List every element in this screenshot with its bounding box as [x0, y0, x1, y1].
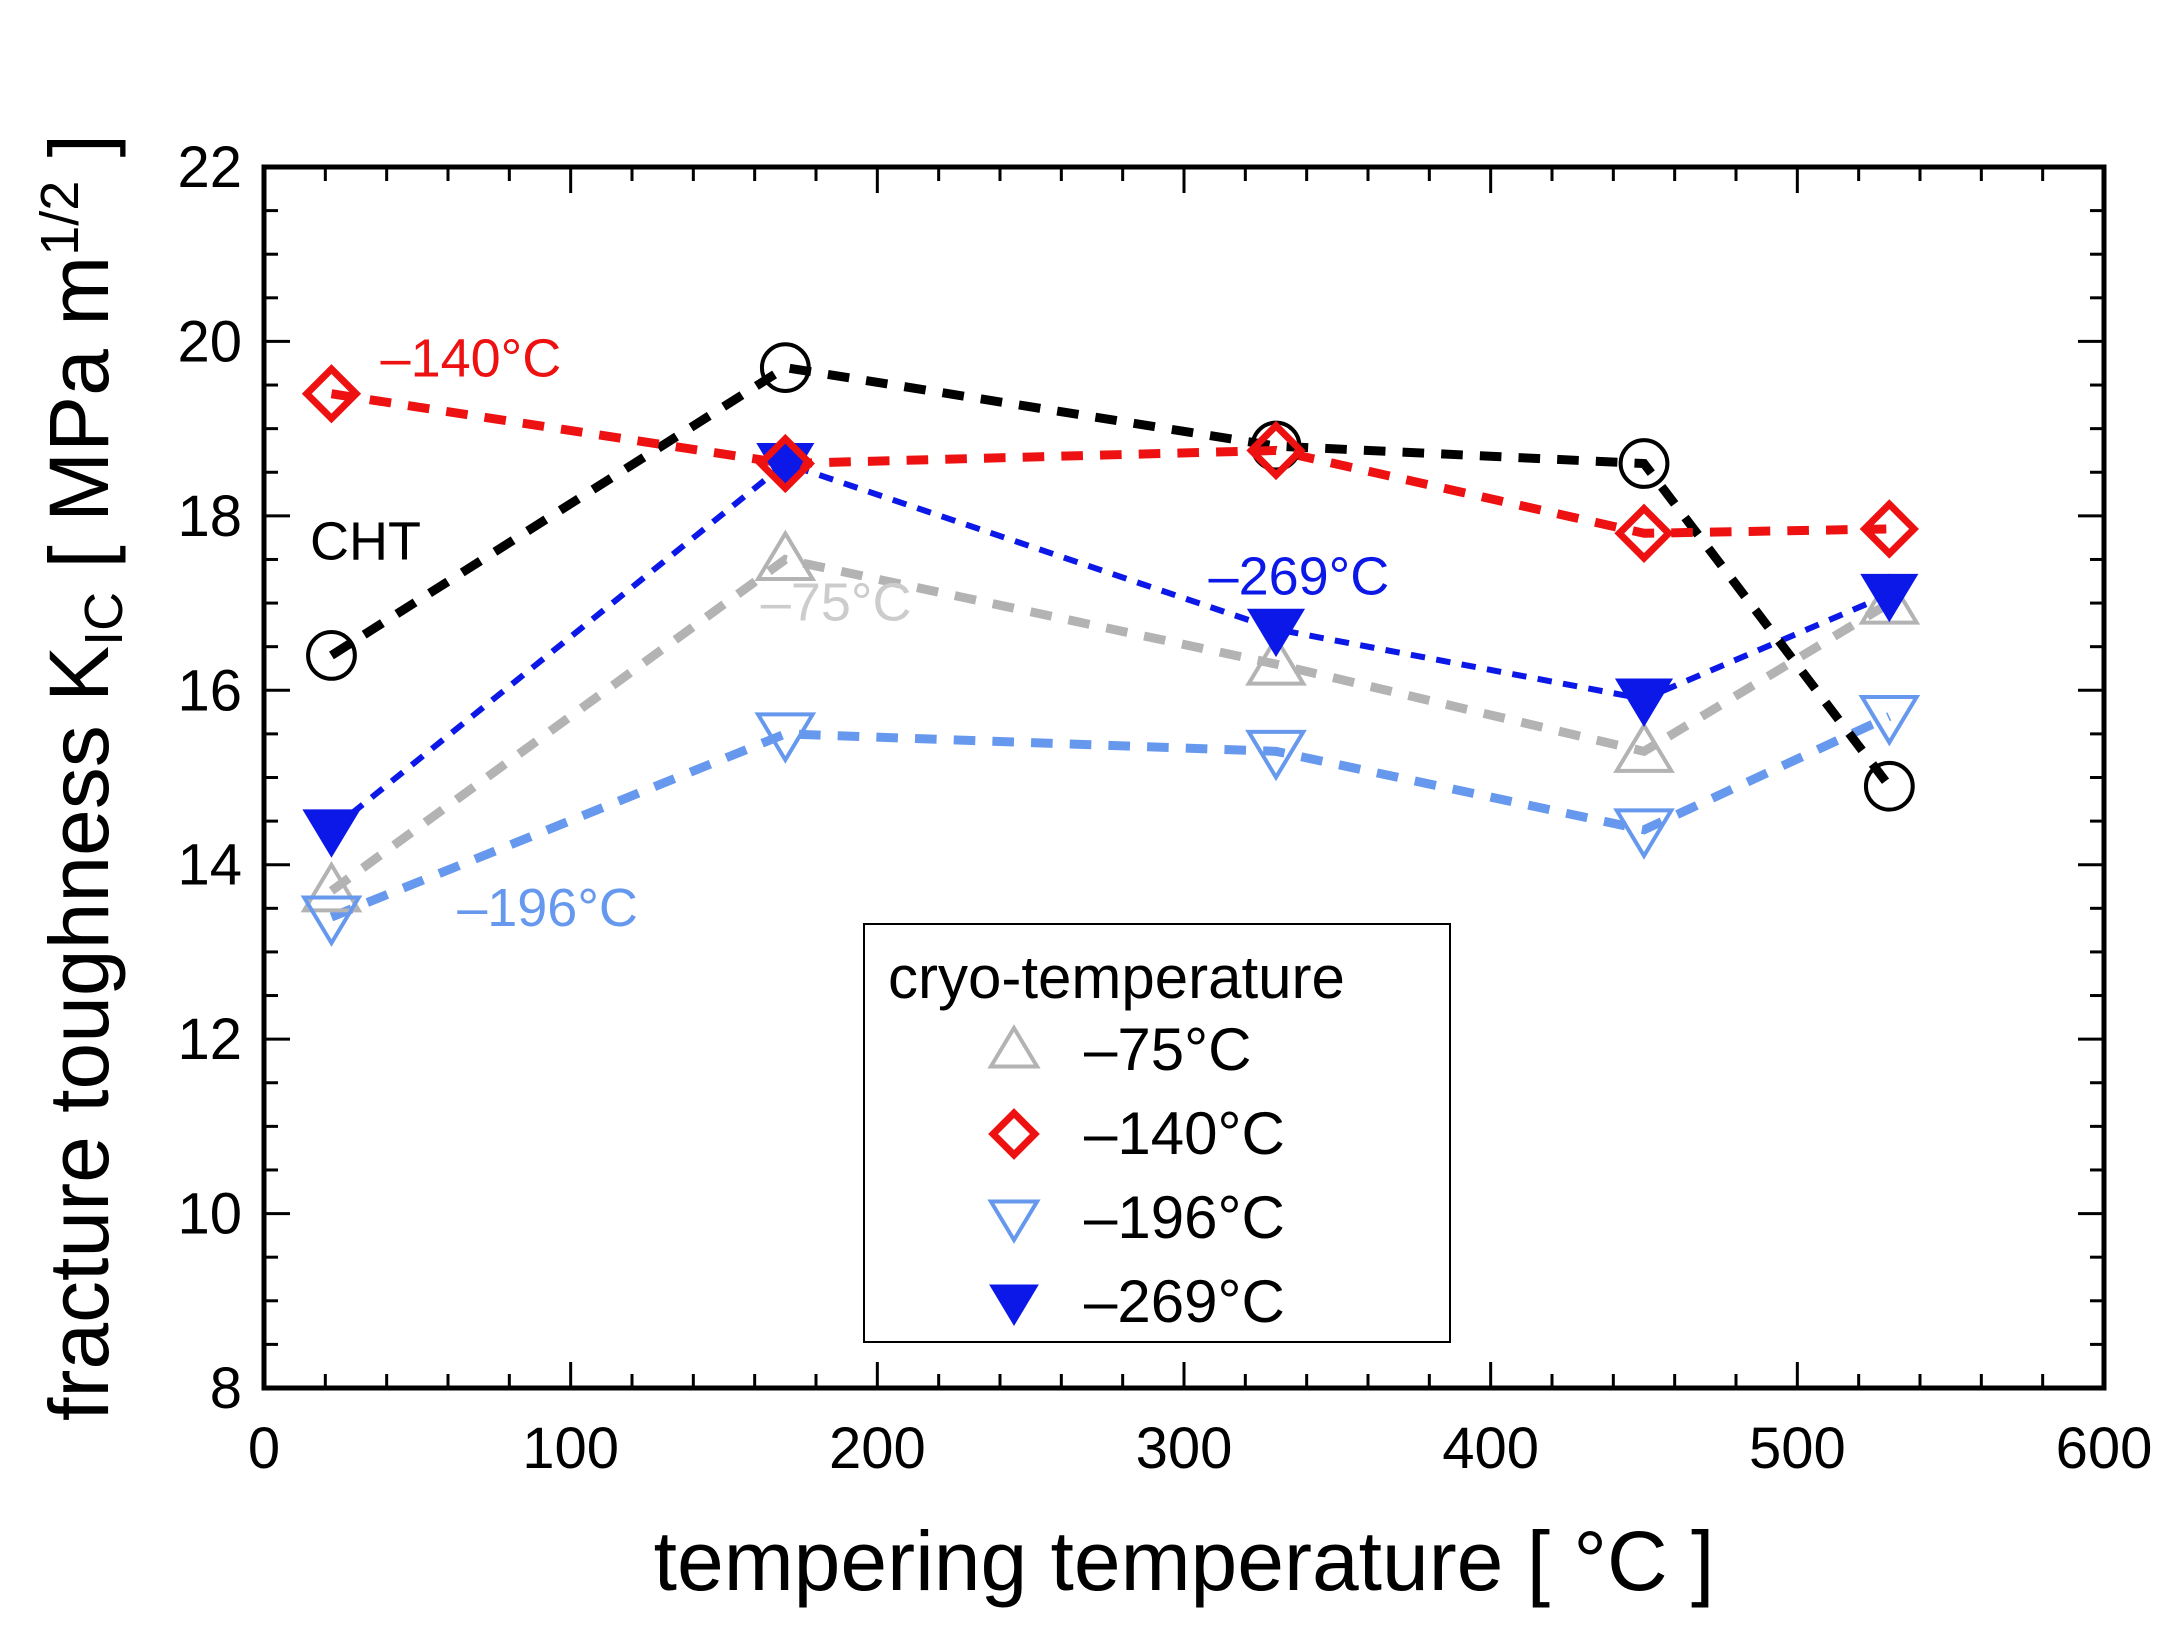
data-point [1614, 678, 1674, 727]
y-tick-label: 16 [177, 658, 242, 723]
series-line [328, 554, 1892, 895]
x-tick-label: 0 [248, 1416, 280, 1481]
data-point [300, 895, 363, 947]
x-axis-label: tempering temperature [ °C ] [654, 1514, 1715, 1608]
legend-marker [987, 1199, 1041, 1244]
series-markers-2 [301, 364, 1919, 563]
data-point [300, 860, 363, 913]
legend-label: –140°C [1084, 1100, 1285, 1167]
legend-marker [988, 1108, 1040, 1160]
legend-entries: –75°C –140°C –196°C –269°C [987, 1016, 1285, 1335]
data-point [1614, 503, 1674, 563]
x-tick-label: 500 [1749, 1416, 1846, 1481]
legend-label: –75°C [1084, 1016, 1251, 1083]
data-point [1618, 438, 1670, 489]
data-point [755, 433, 815, 494]
y-tick-label: 10 [177, 1182, 242, 1247]
series-2 [330, 389, 1890, 538]
y-axis-label-unit: [ MPa m [32, 256, 126, 592]
data-point [1246, 608, 1306, 658]
legend-label: –196°C [1084, 1184, 1285, 1251]
y-tick-label: 20 [177, 309, 242, 374]
series-1 [328, 554, 1892, 895]
legend-entry: –196°C [987, 1184, 1285, 1251]
y-tick-label: 18 [177, 484, 242, 549]
x-tick-label: 200 [829, 1416, 926, 1481]
data-point [1858, 694, 1921, 747]
data-point [1860, 573, 1919, 623]
data-point [1245, 729, 1307, 782]
legend-box [863, 923, 1451, 1343]
legend-title: cryo-temperature [888, 944, 1345, 1011]
data-point [754, 529, 817, 581]
x-tick-label: 300 [1136, 1416, 1233, 1481]
y-tick-label: 8 [210, 1356, 242, 1421]
series-markers-4 [302, 443, 1919, 858]
legend-entry: –269°C [989, 1268, 1285, 1335]
y-axis-label-main: fracture toughness K [32, 646, 126, 1421]
data-point [306, 630, 357, 681]
series-line [330, 389, 1890, 538]
data-point [1863, 760, 1915, 812]
legend-entry: –75°C [987, 1016, 1251, 1083]
y-axis-label-end: ] [32, 134, 126, 181]
series-markers-3 [300, 694, 1921, 947]
data-point [301, 364, 362, 424]
legend: cryo-temperature –75°C –140°C –196°C –269°C [863, 923, 1451, 1343]
y-tick-label: 22 [177, 135, 242, 200]
legend-entry: –140°C [988, 1100, 1285, 1167]
legend-marker [989, 1284, 1039, 1326]
data-point [302, 809, 361, 858]
annotation: –269°C [1209, 546, 1390, 606]
data-point [1613, 808, 1675, 860]
data-point [1858, 573, 1921, 625]
legend-label: –269°C [1084, 1268, 1285, 1335]
series-line [329, 460, 1891, 833]
annotations: –140°C CHT –75°C –269°C –196°C [310, 328, 1389, 937]
x-tick-label: 100 [522, 1416, 619, 1481]
data-point [1246, 420, 1306, 481]
series-line [329, 362, 1893, 789]
ticks-layer: 0 100 200 300 400 500 600 8 10 12 14 16 18 20 22 [177, 135, 2152, 1481]
data-point [1613, 721, 1675, 773]
series-markers-1 [300, 529, 1921, 913]
data-point [759, 342, 811, 393]
y-tick-label: 12 [177, 1007, 242, 1072]
x-tick-label: 400 [1442, 1416, 1539, 1481]
annotation: CHT [310, 511, 421, 571]
annotation: –196°C [457, 878, 638, 938]
annotation: –75°C [761, 573, 912, 633]
series-line [329, 712, 1892, 922]
y-axis-label-sup: 1/2 [30, 181, 90, 256]
y-axis-label-sub: IC [74, 592, 134, 646]
series-markers-0 [306, 342, 1915, 812]
legend-marker [987, 1024, 1041, 1069]
annotation: –140°C [381, 328, 562, 388]
series-4 [329, 460, 1891, 833]
series-3 [329, 712, 1892, 922]
y-tick-label: 14 [177, 833, 242, 898]
data-point [1245, 634, 1307, 686]
data-point [754, 712, 817, 764]
y-axis-label: fracture toughness KIC [ MPa m1/2 ] [30, 134, 134, 1421]
series-0 [329, 362, 1893, 789]
data-point [1859, 499, 1919, 559]
x-tick-label: 600 [2056, 1416, 2153, 1481]
series-layer [300, 342, 1921, 947]
